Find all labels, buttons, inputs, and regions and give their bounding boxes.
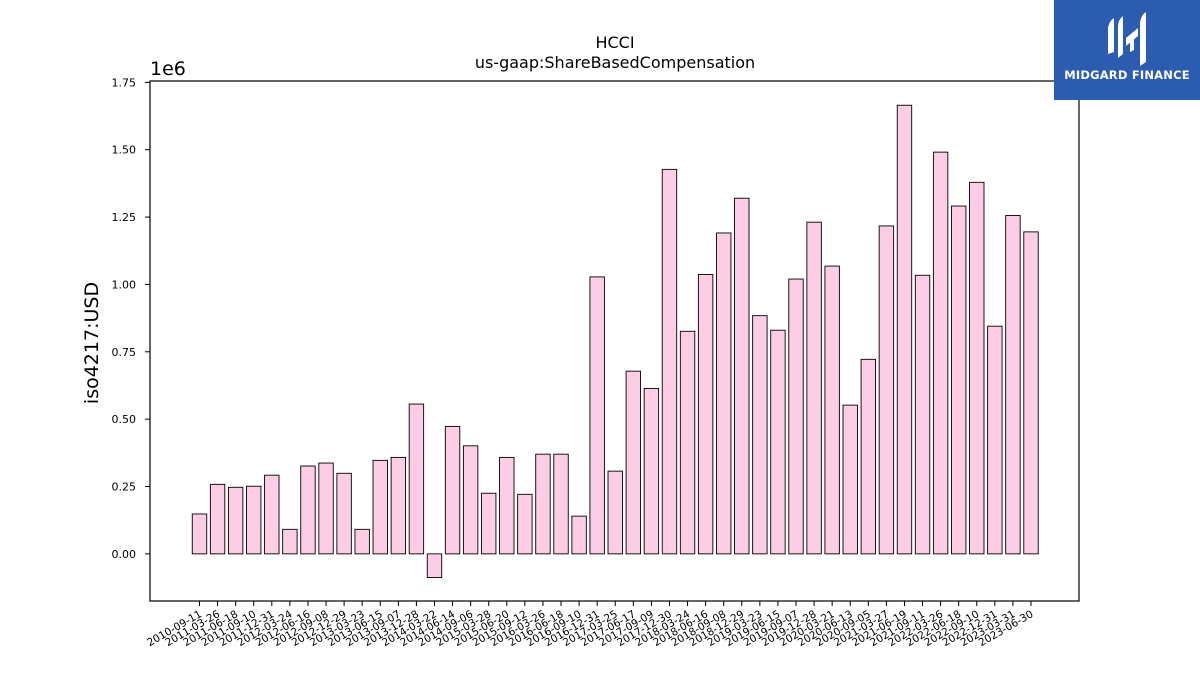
y-tick-label: 0.50 (112, 413, 137, 426)
bar-2012-06-16 (300, 465, 316, 555)
bar-2016-12-31 (589, 276, 605, 555)
bars-group (191, 104, 1039, 579)
bar-2015-09-12 (517, 493, 533, 555)
bar-2013-06-15 (372, 459, 388, 555)
bar-2022-06-18 (951, 205, 967, 555)
bar-2011-06-18 (227, 486, 244, 555)
bar-2011-12-31 (264, 474, 280, 555)
bar-2017-12-30 (661, 168, 678, 555)
bar-2011-09-10 (246, 485, 262, 555)
bar-2010-09-11 (191, 513, 208, 555)
x-ticks-group: 2010-09-112011-03-262011-06-182011-09-10… (145, 601, 1036, 649)
bar-2023-06-30 (1023, 231, 1039, 555)
midgard-finance-logo: MIDGARD FINANCE (1054, 0, 1200, 100)
y-tick-label: 1.75 (112, 76, 137, 89)
bar-2020-06-13 (842, 404, 858, 555)
logo-text: MIDGARD FINANCE (1064, 68, 1190, 82)
y-tick-label: 1.25 (112, 211, 137, 224)
y-tick-label: 0.25 (112, 480, 137, 493)
bar-2016-06-18 (553, 453, 569, 555)
bar-2023-03-31 (1005, 214, 1021, 555)
bar-2019-09-07 (788, 278, 804, 555)
y-tick-label: 0.00 (112, 548, 137, 561)
y-tick-label: 1.50 (112, 144, 137, 157)
bar-2015-06-20 (499, 456, 515, 555)
bar-2018-03-24 (679, 330, 696, 555)
y-offset-label: 1e6 (150, 58, 186, 80)
midgard-logo-icon (1108, 12, 1146, 66)
chart-title: HCCI (595, 33, 634, 52)
bar-2019-12-28 (806, 221, 822, 555)
bar-2014-09-06 (462, 445, 479, 555)
bar-2018-09-08 (716, 232, 732, 555)
plot-frame (149, 80, 1080, 602)
bar-2012-03-24 (282, 528, 298, 555)
chart-subtitle: us-gaap:ShareBasedCompensation (475, 53, 755, 72)
bar-2022-12-31 (987, 325, 1003, 555)
bar-2021-06-19 (896, 104, 913, 555)
bar-2014-06-14 (444, 425, 461, 555)
bar-2019-06-15 (770, 329, 786, 555)
y-tick-label: 1.00 (112, 278, 137, 291)
bar-2017-06-17 (625, 370, 642, 555)
bar-2015-03-28 (481, 492, 497, 555)
bar-2020-09-05 (860, 358, 876, 555)
bar-2022-09-10 (969, 181, 985, 555)
bar-2022-03-26 (932, 151, 949, 555)
bar-2017-03-25 (607, 470, 623, 555)
bar-2016-03-26 (535, 453, 551, 555)
y-ticks-group: 0.00 0.25 0.50 0.75 1.00 1.25 1.50 1.75 (112, 76, 150, 561)
bar-2020-03-21 (824, 265, 840, 555)
bar-2013-03-23 (354, 528, 370, 555)
bar-2014-03-22 (426, 553, 443, 579)
bar-2019-03-23 (752, 315, 768, 555)
bar-2013-12-28 (408, 403, 425, 555)
bar-2018-06-16 (697, 274, 714, 555)
bar-2016-09-10 (571, 515, 587, 555)
y-axis-label: iso4217:USD (81, 282, 103, 404)
bar-2018-12-29 (734, 197, 750, 555)
bar-2013-09-07 (390, 456, 407, 555)
bar-2021-03-27 (878, 225, 895, 555)
bar-2012-09-08 (318, 462, 334, 555)
bar-2012-12-29 (336, 472, 352, 555)
y-tick-label: 0.75 (112, 346, 137, 359)
bar-2011-03-26 (209, 483, 226, 555)
bar-2021-09-11 (914, 274, 931, 555)
bar-2017-09-09 (643, 387, 660, 555)
